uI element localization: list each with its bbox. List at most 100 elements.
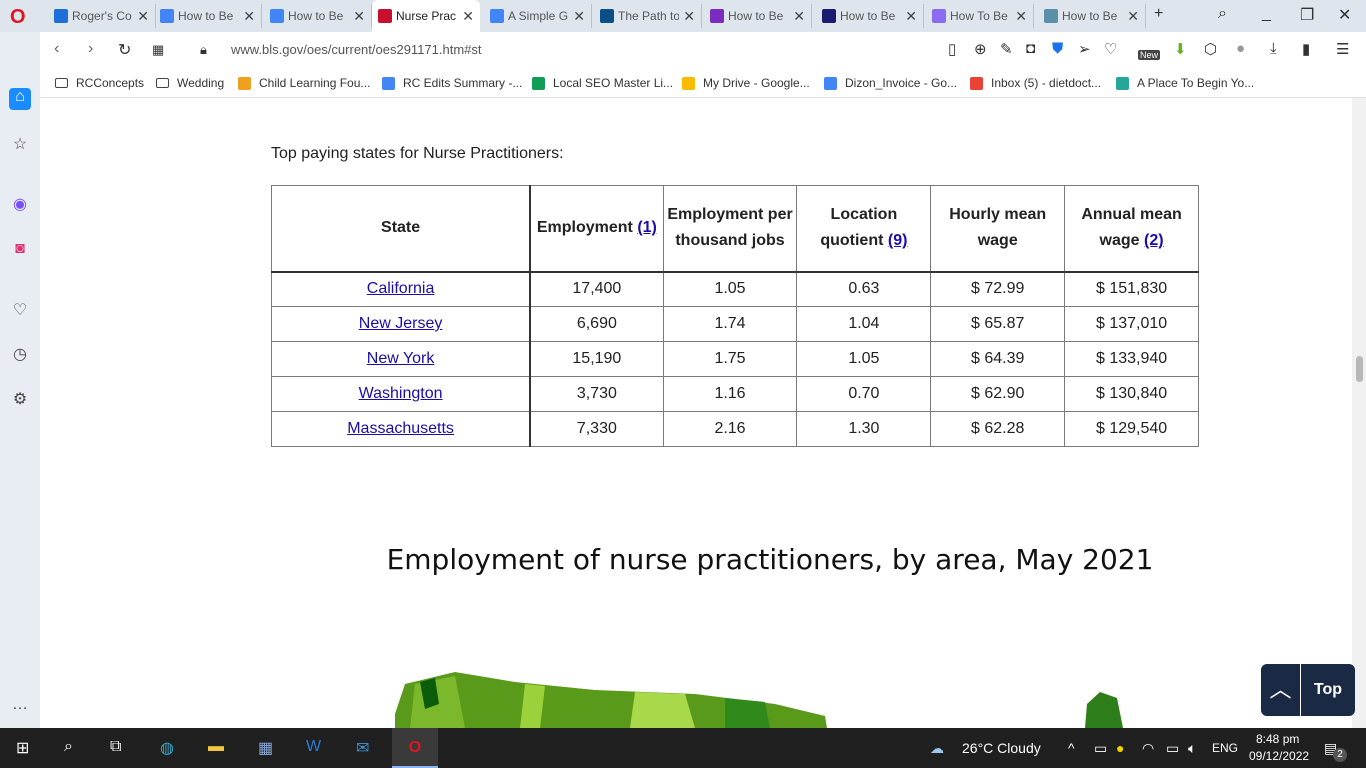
- cube-icon[interactable]: ⬡: [1204, 41, 1218, 58]
- zoom-icon[interactable]: ⊕: [974, 41, 987, 58]
- avatar[interactable]: ●: [1236, 40, 1246, 57]
- history-icon[interactable]: ◷: [13, 346, 27, 363]
- close-tab-icon[interactable]: ✕: [243, 7, 255, 24]
- search-icon[interactable]: ⌕: [64, 738, 73, 755]
- warning-icon[interactable]: ●: [1116, 740, 1125, 756]
- shield-icon[interactable]: ⛊: [1052, 40, 1064, 57]
- close-tab-icon[interactable]: ✕: [462, 7, 474, 24]
- more-icon[interactable]: …: [12, 696, 28, 713]
- volume-icon[interactable]: 🔈︎: [1188, 740, 1197, 756]
- reload-button[interactable]: ↻: [118, 42, 132, 59]
- bookmark-item[interactable]: A Place To Begin Yo...: [1116, 76, 1254, 90]
- tabs-grid-icon[interactable]: ▦: [152, 42, 165, 57]
- pin-icon[interactable]: ✎: [1000, 41, 1013, 58]
- bookmark-item[interactable]: Wedding: [156, 76, 224, 90]
- minimize-button[interactable]: _: [1262, 5, 1271, 22]
- downloads-icon[interactable]: ⤓: [1270, 40, 1277, 57]
- weather-text[interactable]: 26°C Cloudy: [962, 740, 1041, 756]
- mail-icon[interactable]: ✉: [356, 740, 370, 757]
- language-indicator[interactable]: ENG: [1212, 741, 1239, 755]
- meet-icon[interactable]: ▭: [1094, 740, 1108, 756]
- snapshot-icon[interactable]: ◘: [1026, 40, 1036, 57]
- tab[interactable]: Roger's Co ✕: [48, 4, 156, 28]
- messenger-icon[interactable]: ◉: [13, 196, 27, 213]
- new-badge[interactable]: New: [1138, 50, 1161, 60]
- tab[interactable]: How to Be ✕: [264, 4, 372, 28]
- close-tab-icon[interactable]: ✕: [353, 7, 365, 24]
- download-arrow-icon[interactable]: ⬇: [1174, 41, 1187, 58]
- page-content: Top paying states for Nurse Practitioner…: [40, 98, 1352, 728]
- word-icon[interactable]: W: [306, 738, 322, 755]
- home-icon[interactable]: ⌂: [9, 88, 31, 110]
- opera-logo-icon[interactable]: O: [10, 6, 26, 28]
- url-field[interactable]: www.bls.gov/oes/current/oes291171.htm#st: [231, 42, 482, 57]
- edge-icon[interactable]: ◍: [160, 740, 174, 757]
- footnote-link[interactable]: (9): [887, 232, 908, 250]
- tab[interactable]: How to Be ✕: [154, 4, 262, 28]
- battery-icon[interactable]: ▭: [1166, 740, 1180, 756]
- state-link[interactable]: Massachusetts: [347, 420, 454, 437]
- close-tab-icon[interactable]: ✕: [573, 7, 585, 24]
- tab[interactable]: How to Be ✕: [1038, 4, 1146, 28]
- forward-button[interactable]: ›: [88, 40, 94, 57]
- close-tab-icon[interactable]: ✕: [1127, 7, 1139, 24]
- wifi-icon[interactable]: ◠: [1142, 740, 1155, 756]
- back-to-top-button[interactable]: ︿ Top: [1261, 664, 1355, 716]
- show-hidden-icon[interactable]: ^: [1068, 740, 1075, 756]
- footnote-link[interactable]: (1): [637, 219, 657, 237]
- state-link[interactable]: California: [366, 280, 435, 298]
- opera-taskbar-icon[interactable]: O: [392, 728, 438, 768]
- chevron-up-icon: ︿: [1261, 664, 1301, 716]
- footnote-link[interactable]: (2): [1144, 232, 1164, 250]
- tab[interactable]: Nurse Prac ✕: [372, 0, 480, 32]
- cell-value: 0.70: [848, 385, 880, 402]
- search-tabs-icon[interactable]: ⌕: [1218, 5, 1227, 22]
- back-button[interactable]: ‹: [54, 40, 60, 57]
- table-cell: 17,400: [529, 271, 664, 307]
- maximize-button[interactable]: ❐: [1300, 7, 1315, 24]
- close-tab-icon[interactable]: ✕: [793, 7, 805, 24]
- task-view-icon[interactable]: ⧉: [110, 738, 122, 755]
- clock-time[interactable]: 8:48 pm: [1256, 732, 1300, 746]
- file-explorer-icon[interactable]: ▬: [208, 738, 224, 755]
- star-icon[interactable]: ☆: [12, 136, 28, 153]
- tab[interactable]: How to Be ✕: [816, 4, 924, 28]
- settings-sliders-icon[interactable]: ☰: [1336, 41, 1350, 58]
- send-icon[interactable]: ➢: [1078, 41, 1091, 58]
- state-link[interactable]: New Jersey: [358, 315, 443, 332]
- heart-icon[interactable]: ♡: [12, 302, 28, 319]
- taskbar: ⊞ ⌕ ⧉ ◍ ▬ ▦ W ✉ O ☁ 26°C Cloudy ^ ▭ ● ◠ …: [0, 728, 1366, 768]
- windows-start-icon[interactable]: ⊞: [16, 740, 30, 757]
- instagram-icon[interactable]: ◙: [15, 240, 25, 257]
- tab[interactable]: A Simple G ✕: [484, 4, 592, 28]
- bookmark-item[interactable]: RC Edits Summary -...: [382, 76, 522, 90]
- tab[interactable]: How To Be ✕: [926, 4, 1034, 28]
- close-tab-icon[interactable]: ✕: [905, 7, 917, 24]
- bookmark-label: Child Learning Fou...: [259, 76, 371, 90]
- heart-icon[interactable]: ♡: [1104, 41, 1118, 58]
- close-window-button[interactable]: ✕: [1338, 7, 1352, 24]
- tab[interactable]: The Path to ✕: [594, 4, 702, 28]
- table-cell: 3,730: [529, 376, 664, 412]
- new-tab-button[interactable]: +: [1154, 5, 1164, 22]
- table-cell: 1.74: [662, 306, 798, 342]
- close-tab-icon[interactable]: ✕: [1015, 7, 1027, 24]
- clock-date[interactable]: 09/12/2022: [1249, 749, 1310, 763]
- store-icon[interactable]: ▦: [258, 740, 274, 757]
- close-tab-icon[interactable]: ✕: [683, 7, 695, 24]
- reader-icon[interactable]: ▯: [948, 41, 957, 58]
- state-link[interactable]: New York: [366, 350, 435, 367]
- scrollbar[interactable]: [1352, 98, 1366, 728]
- bookmark-item[interactable]: Local SEO Master Li...: [532, 76, 673, 90]
- battery-saver-icon[interactable]: ▮: [1302, 41, 1311, 58]
- bookmark-item[interactable]: RCConcepts: [55, 76, 144, 90]
- settings-gear-icon[interactable]: ⚙: [12, 391, 28, 408]
- tab[interactable]: How to Be ✕: [704, 4, 812, 28]
- bookmark-item[interactable]: My Drive - Google...: [682, 76, 810, 90]
- map-region: [520, 684, 545, 728]
- state-link[interactable]: Washington: [358, 385, 443, 402]
- bookmark-item[interactable]: Inbox (5) - dietdoct...: [970, 76, 1101, 90]
- bookmark-item[interactable]: Child Learning Fou...: [238, 76, 370, 90]
- bookmark-item[interactable]: Dizon_Invoice - Go...: [824, 76, 957, 90]
- close-tab-icon[interactable]: ✕: [137, 7, 149, 24]
